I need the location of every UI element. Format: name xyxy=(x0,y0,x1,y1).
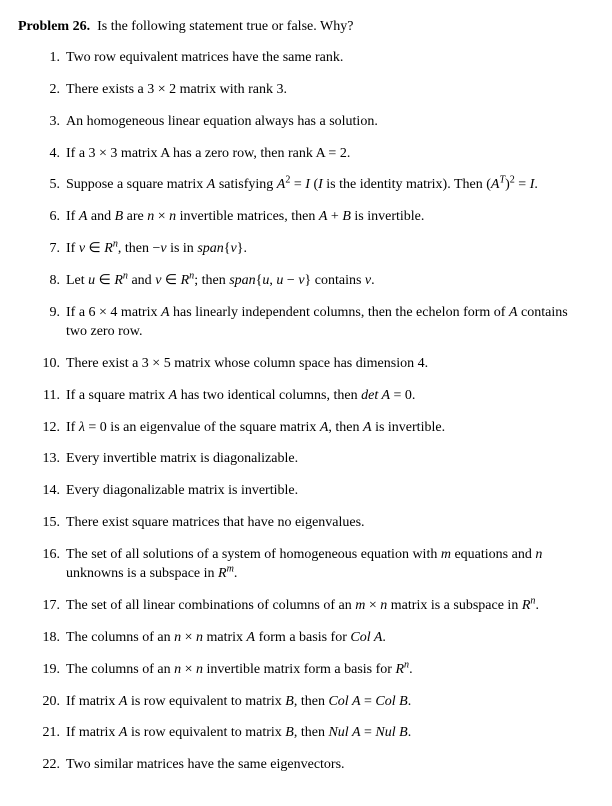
item-text: Two row equivalent matrices have the sam… xyxy=(66,49,584,68)
statement-item: 4. If a 3 × 3 matrix A has a zero row, th… xyxy=(38,145,584,164)
item-number: 1. xyxy=(38,49,60,68)
statement-item: 20. If matrix A is row equivalent to matr… xyxy=(38,693,584,712)
statement-item: 1. Two row equivalent matrices have the s… xyxy=(38,49,584,68)
statement-item: 16. The set of all solutions of a system … xyxy=(38,546,584,584)
statement-item: 11. If a square matrix A has two identica… xyxy=(38,387,584,406)
statement-item: 18. The columns of an n × n matrix A form… xyxy=(38,629,584,648)
statement-item: 19. The columns of an n × n invertible ma… xyxy=(38,661,584,680)
item-text: The set of all linear combinations of co… xyxy=(66,597,584,616)
item-number: 4. xyxy=(38,145,60,164)
statement-item: 10. There exist a 3 × 5 matrix whose colu… xyxy=(38,355,584,374)
item-text: If a 3 × 3 matrix A has a zero row, then… xyxy=(66,145,584,164)
statement-item: 15. There exist square matrices that have… xyxy=(38,514,584,533)
item-text: The columns of an n × n matrix A form a … xyxy=(66,629,584,648)
item-number: 20. xyxy=(38,693,60,712)
item-number: 13. xyxy=(38,450,60,469)
item-text: If v ∈ Rn, then −v is in span{v}. xyxy=(66,240,584,259)
statement-item: 3. An homogeneous linear equation always … xyxy=(38,113,584,132)
statement-list: 1. Two row equivalent matrices have the s… xyxy=(38,49,584,775)
item-number: 19. xyxy=(38,661,60,680)
problem-header: Problem 26. Is the following statement t… xyxy=(18,18,584,37)
item-number: 5. xyxy=(38,176,60,195)
item-text: Let u ∈ Rn and v ∈ Rn; then span{u, u − … xyxy=(66,272,584,291)
item-number: 21. xyxy=(38,724,60,743)
item-number: 12. xyxy=(38,419,60,438)
item-number: 22. xyxy=(38,756,60,775)
item-text: Suppose a square matrix A satisfying A2 … xyxy=(66,176,584,195)
statement-item: 6. If A and B are n × n invertible matric… xyxy=(38,208,584,227)
statement-item: 21. If matrix A is row equivalent to matr… xyxy=(38,724,584,743)
statement-item: 2. There exists a 3 × 2 matrix with rank … xyxy=(38,81,584,100)
item-number: 18. xyxy=(38,629,60,648)
statement-item: 14. Every diagonalizable matrix is invert… xyxy=(38,482,584,501)
problem-prompt: Is the following statement true or false… xyxy=(97,19,353,34)
item-text: Every diagonalizable matrix is invertibl… xyxy=(66,482,584,501)
item-number: 16. xyxy=(38,546,60,584)
item-text: If A and B are n × n invertible matrices… xyxy=(66,208,584,227)
item-number: 2. xyxy=(38,81,60,100)
item-text: There exist a 3 × 5 matrix whose column … xyxy=(66,355,584,374)
item-text: If a 6 × 4 matrix A has linearly indepen… xyxy=(66,304,584,342)
item-number: 14. xyxy=(38,482,60,501)
item-text: There exist square matrices that have no… xyxy=(66,514,584,533)
statement-item: 5. Suppose a square matrix A satisfying A… xyxy=(38,176,584,195)
item-text: There exists a 3 × 2 matrix with rank 3. xyxy=(66,81,584,100)
item-text: If matrix A is row equivalent to matrix … xyxy=(66,693,584,712)
statement-item: 7. If v ∈ Rn, then −v is in span{v}. xyxy=(38,240,584,259)
item-text: If a square matrix A has two identical c… xyxy=(66,387,584,406)
statement-item: 12. If λ = 0 is an eigenvalue of the squa… xyxy=(38,419,584,438)
item-text: If λ = 0 is an eigenvalue of the square … xyxy=(66,419,584,438)
item-number: 7. xyxy=(38,240,60,259)
item-text: Two similar matrices have the same eigen… xyxy=(66,756,584,775)
item-text: Every invertible matrix is diagonalizabl… xyxy=(66,450,584,469)
item-number: 6. xyxy=(38,208,60,227)
item-number: 9. xyxy=(38,304,60,342)
statement-item: 22. Two similar matrices have the same ei… xyxy=(38,756,584,775)
item-number: 8. xyxy=(38,272,60,291)
item-number: 3. xyxy=(38,113,60,132)
statement-item: 17. The set of all linear combinations of… xyxy=(38,597,584,616)
item-text: The columns of an n × n invertible matri… xyxy=(66,661,584,680)
item-text: An homogeneous linear equation always ha… xyxy=(66,113,584,132)
statement-item: 13. Every invertible matrix is diagonaliz… xyxy=(38,450,584,469)
item-number: 10. xyxy=(38,355,60,374)
statement-item: 8. Let u ∈ Rn and v ∈ Rn; then span{u, u … xyxy=(38,272,584,291)
item-number: 11. xyxy=(38,387,60,406)
statement-item: 9.If a 6 × 4 matrix A has linearly indep… xyxy=(38,304,584,342)
item-text: The set of all solutions of a system of … xyxy=(66,546,584,584)
item-number: 15. xyxy=(38,514,60,533)
item-text: If matrix A is row equivalent to matrix … xyxy=(66,724,584,743)
problem-label: Problem 26. xyxy=(18,19,90,34)
item-number: 17. xyxy=(38,597,60,616)
